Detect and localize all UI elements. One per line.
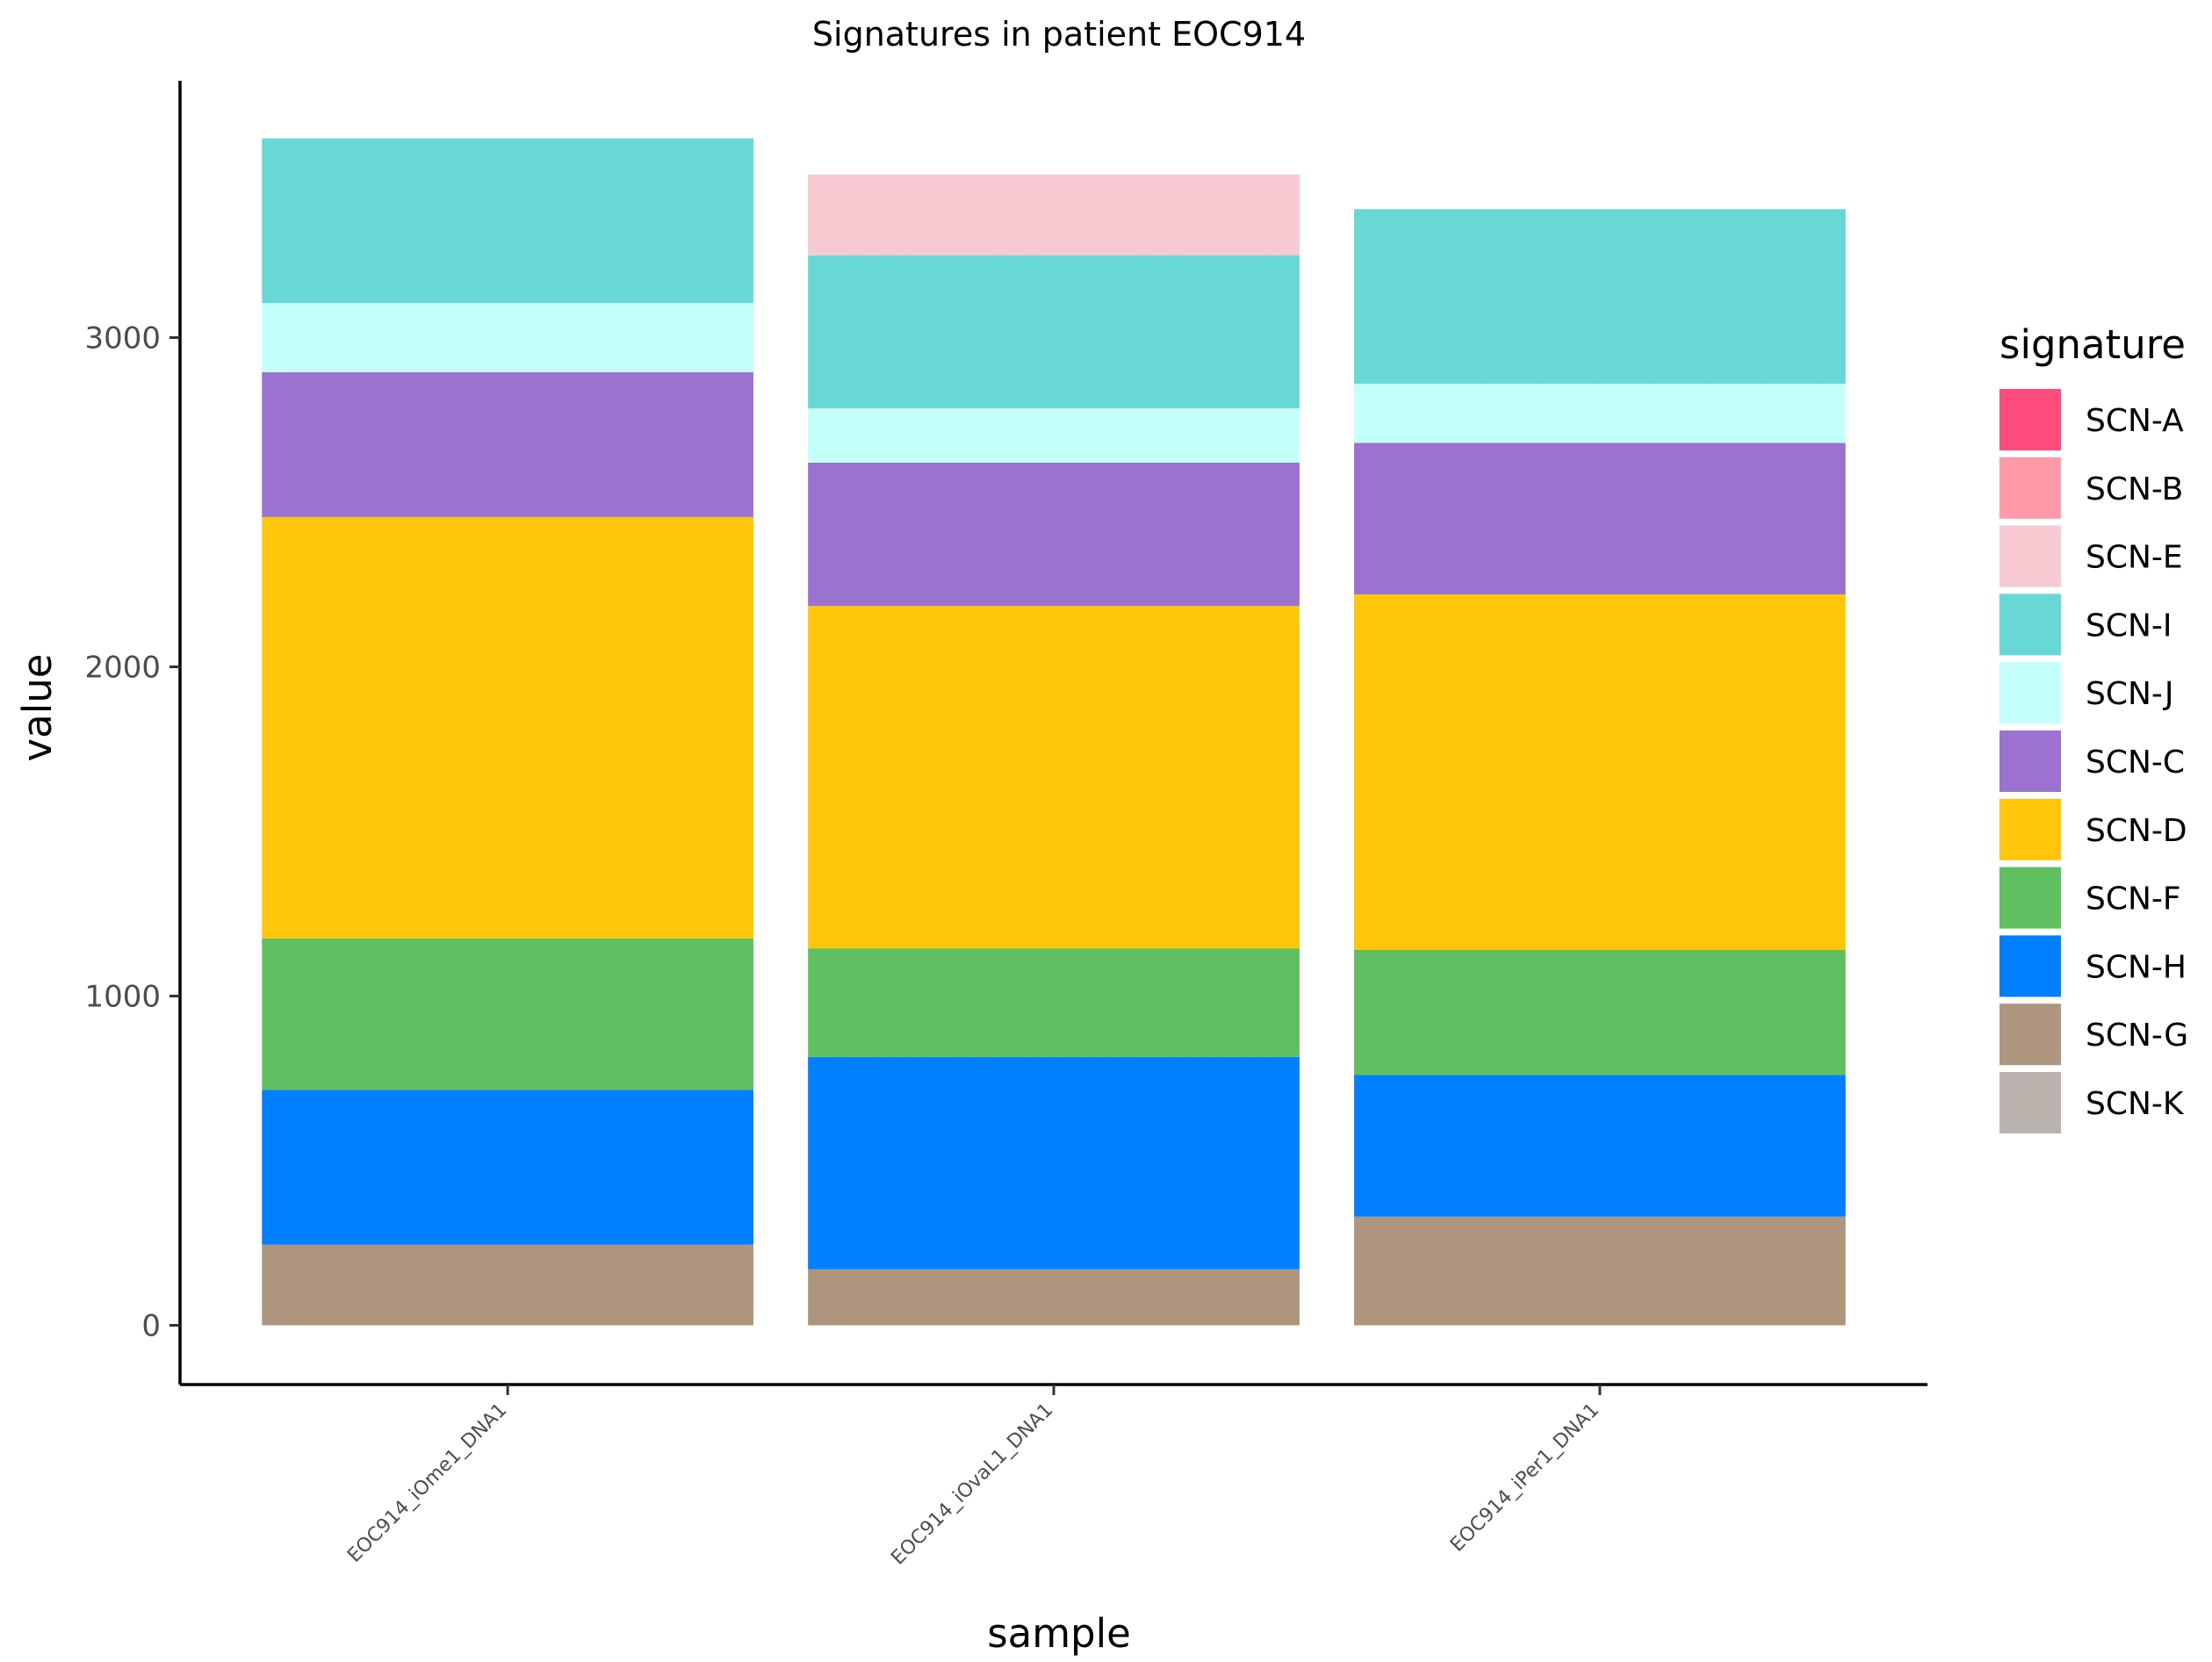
- bar-segment-scn-f: [262, 938, 753, 1090]
- legend-key-scn-h: [1999, 935, 2061, 997]
- legend-label: SCN-F: [2086, 881, 2181, 917]
- bar-segment-scn-g: [1354, 1216, 1846, 1326]
- x-tick-label: EOC914_iOme1_DNA1: [343, 1399, 511, 1567]
- legend-key-scn-k: [1999, 1072, 2061, 1133]
- legend-key-scn-i: [1999, 594, 2061, 656]
- legend-item-scn-g: SCN-G: [1999, 1004, 2188, 1066]
- y-axis: 0 1000 2000 3000: [84, 81, 182, 1385]
- legend: signature SCN-A SCN-B SCN-E SCN-I SCN-J SCN-C…: [1999, 321, 2188, 1133]
- legend-item-scn-e: SCN-E: [1999, 525, 2183, 587]
- legend-label: SCN-A: [2086, 403, 2184, 439]
- legend-label: SCN-D: [2086, 813, 2187, 849]
- x-tick-label: EOC914_iPer1_DNA1: [1446, 1399, 1603, 1557]
- bar-segment-scn-d: [262, 516, 753, 939]
- legend-key-scn-e: [1999, 525, 2061, 587]
- bar-segment-scn-h: [262, 1090, 753, 1245]
- bar-segment-scn-g: [808, 1269, 1300, 1326]
- legend-label: SCN-I: [2086, 608, 2172, 644]
- legend-label: SCN-K: [2086, 1086, 2185, 1122]
- bar-segment-scn-j: [1354, 384, 1846, 443]
- bar-segment-scn-i: [808, 255, 1300, 409]
- legend-key-scn-c: [1999, 730, 2061, 792]
- legend-key-scn-f: [1999, 867, 2061, 929]
- legend-item-scn-f: SCN-F: [1999, 867, 2181, 929]
- bar-segment-scn-f: [1354, 950, 1846, 1076]
- legend-label: SCN-E: [2086, 540, 2183, 576]
- legend-item-scn-c: SCN-C: [1999, 730, 2185, 792]
- bar-segment-scn-d: [808, 606, 1300, 949]
- y-axis-title: value: [14, 654, 61, 762]
- legend-item-scn-k: SCN-K: [1999, 1072, 2185, 1133]
- legend-key-scn-g: [1999, 1004, 2061, 1066]
- y-tick-label: 1000: [84, 980, 161, 1015]
- legend-key-scn-j: [1999, 662, 2061, 724]
- legend-label: SCN-B: [2086, 471, 2183, 507]
- chart-title: Signatures in patient EOC914: [812, 15, 1306, 54]
- bar-segment-scn-c: [1354, 442, 1846, 594]
- legend-item-scn-b: SCN-B: [1999, 457, 2183, 519]
- bar-segment-scn-f: [808, 948, 1300, 1057]
- legend-label: SCN-H: [2086, 949, 2187, 985]
- legend-key-scn-a: [1999, 389, 2061, 450]
- legend-key-scn-b: [1999, 457, 2061, 519]
- legend-title: signature: [1999, 321, 2186, 368]
- y-tick-label: 2000: [84, 651, 161, 686]
- legend-item-scn-a: SCN-A: [1999, 389, 2184, 450]
- bar-segment-scn-i: [1354, 209, 1846, 384]
- bar-segment-scn-h: [1354, 1075, 1846, 1217]
- x-axis: EOC914_iOme1_DNA1 EOC914_iOvaL1_DNA1 EOC91…: [180, 1383, 1927, 1570]
- y-tick-label: 0: [141, 1309, 161, 1344]
- bars-layer: [262, 138, 1846, 1326]
- legend-items: SCN-A SCN-B SCN-E SCN-I SCN-J SCN-C SCN-D SCN-F…: [1999, 389, 2188, 1133]
- bar-segment-scn-j: [262, 303, 753, 372]
- legend-label: SCN-J: [2086, 676, 2174, 712]
- y-tick-label: 3000: [84, 321, 161, 356]
- legend-item-scn-h: SCN-H: [1999, 935, 2187, 997]
- bar-segment-scn-i: [262, 138, 753, 304]
- legend-item-scn-i: SCN-I: [1999, 594, 2172, 656]
- legend-label: SCN-C: [2086, 745, 2185, 781]
- bar-segment-scn-h: [808, 1056, 1300, 1270]
- x-tick-label: EOC914_iOvaL1_DNA1: [887, 1399, 1057, 1570]
- legend-item-scn-d: SCN-D: [1999, 798, 2187, 860]
- bar-segment-scn-d: [1354, 594, 1846, 950]
- bar-segment-scn-j: [808, 408, 1300, 464]
- bar-segment-scn-c: [262, 371, 753, 517]
- x-axis-title: sample: [987, 1610, 1131, 1657]
- bar-segment-scn-c: [808, 463, 1300, 607]
- legend-key-scn-d: [1999, 798, 2061, 860]
- legend-item-scn-j: SCN-J: [1999, 662, 2174, 724]
- bar-segment-scn-g: [262, 1244, 753, 1326]
- bar-segment-scn-e: [808, 174, 1300, 255]
- legend-label: SCN-G: [2086, 1018, 2188, 1054]
